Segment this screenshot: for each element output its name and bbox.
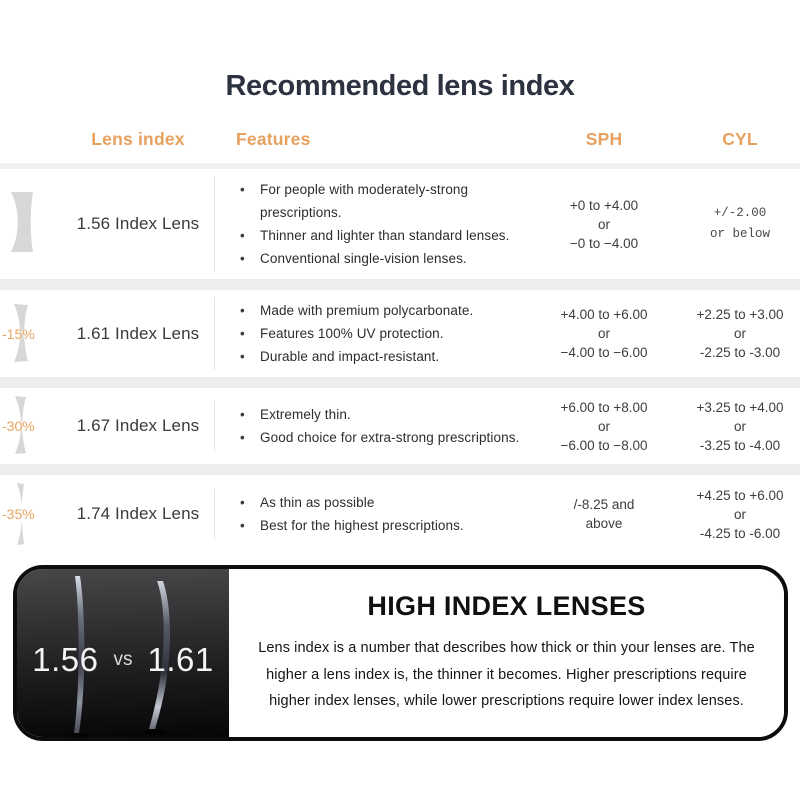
header-cyl: CYL: [722, 129, 758, 149]
comparison-card: 1.56 vs 1.61 HIGH INDEX LENSES Lens inde…: [13, 565, 788, 741]
feature-item: Thinner and lighter than standard lenses…: [237, 224, 528, 247]
lens-name: 1.67 Index Lens: [76, 416, 200, 435]
feature-item: Good choice for extra-strong prescriptio…: [237, 426, 528, 449]
feature-item: Durable and impact-resistant.: [237, 345, 528, 368]
lens-name: 1.74 Index Lens: [76, 504, 200, 523]
row-separator: [0, 279, 800, 290]
cyl-value: +4.25 to +6.00 or -4.25 to -6.00: [696, 487, 784, 541]
feature-item: Extremely thin.: [237, 403, 528, 426]
discount-badge: -30%: [2, 418, 35, 434]
table-row: 1.56 Index Lens For people with moderate…: [0, 169, 800, 279]
lens-table-body: 1.56 Index Lens For people with moderate…: [0, 169, 800, 553]
cyl-value: +/-2.00 or below: [709, 206, 770, 241]
comparison-labels: 1.56 vs 1.61: [17, 569, 229, 737]
vs-label: vs: [113, 649, 133, 670]
lens-thickness-icon: [11, 192, 33, 252]
table-row: -15% 1.61 Index Lens Made with premium p…: [0, 290, 800, 377]
lens-1-56-profile-icon: [67, 576, 89, 737]
cyl-value: +2.25 to +3.00 or -2.25 to -3.00: [696, 307, 784, 360]
lens-name: 1.56 Index Lens: [76, 214, 200, 233]
lens-comparison-photo: 1.56 vs 1.61: [17, 569, 229, 737]
feature-item: Best for the highest prescriptions.: [237, 514, 528, 537]
lens-thickness-icon: [17, 483, 24, 545]
feature-item: Features 100% UV protection.: [237, 322, 528, 345]
lens-thickness-icon: [14, 303, 28, 362]
cyl-value: +3.25 to +4.00 or -3.25 to -4.00: [696, 399, 784, 453]
sph-value: +6.00 to +8.00 or −6.00 to −8.00: [560, 399, 648, 453]
header-lens-index: Lens index: [91, 129, 185, 149]
info-heading: HIGH INDEX LENSES: [367, 590, 646, 621]
discount-badge: -15%: [2, 325, 35, 342]
header-divider: [0, 163, 800, 169]
table-row: -35% 1.74 Index Lens As thin as possible…: [0, 475, 800, 553]
feature-item: Conventional single-vision lenses.: [237, 247, 528, 270]
high-index-info: HIGH INDEX LENSES Lens index is a number…: [229, 569, 784, 737]
sph-value: +4.00 to +6.00 or −4.00 to −6.00: [560, 307, 648, 360]
table-header: Lens index Features SPH CYL: [0, 129, 800, 150]
info-description: Lens index is a number that describes ho…: [258, 639, 755, 710]
row-separator: [0, 377, 800, 388]
right-index-label: 1.61: [147, 641, 214, 678]
feature-item: As thin as possible: [237, 491, 528, 514]
discount-badge: -35%: [2, 506, 35, 522]
row-separator: [0, 464, 800, 475]
sph-value: +0 to +4.00 or −0 to −4.00: [569, 197, 639, 251]
feature-list: As thin as possibleBest for the highest …: [237, 491, 528, 537]
feature-list: Made with premium polycarbonate.Features…: [237, 299, 528, 368]
feature-list: Extremely thin.Good choice for extra-str…: [237, 403, 528, 449]
header-sph: SPH: [585, 129, 623, 149]
table-row: -30% 1.67 Index Lens Extremely thin.Good…: [0, 388, 800, 464]
page-title: Recommended lens index: [225, 70, 575, 102]
header-features: Features: [236, 129, 311, 149]
lens-thickness-icon: [15, 396, 26, 454]
feature-item: For people with moderately-strong prescr…: [237, 178, 528, 224]
left-index-label: 1.56: [32, 641, 99, 678]
sph-value: /-8.25 and above: [573, 497, 635, 531]
feature-item: Made with premium polycarbonate.: [237, 299, 528, 322]
feature-list: For people with moderately-strong prescr…: [237, 178, 528, 270]
lens-1-61-profile-icon: [143, 581, 171, 735]
lens-name: 1.61 Index Lens: [76, 323, 200, 343]
